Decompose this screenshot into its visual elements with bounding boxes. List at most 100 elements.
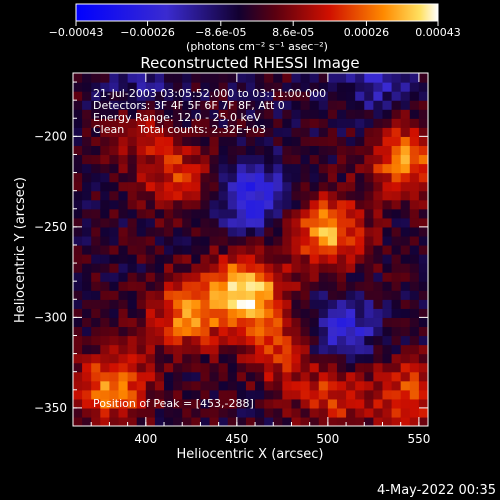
heatmap-cell	[209, 208, 220, 219]
heatmap-cell	[91, 398, 101, 409]
heatmap-cell	[318, 290, 329, 300]
heatmap-cell	[109, 281, 120, 291]
heatmap-cell	[118, 226, 129, 237]
heatmap-cell	[200, 109, 211, 119]
heatmap-cell	[136, 362, 147, 373]
heatmap-cell	[309, 317, 320, 328]
heatmap-cell	[355, 254, 365, 264]
heatmap-cell	[109, 154, 120, 165]
heatmap-cell	[327, 407, 338, 418]
heatmap-cell	[255, 371, 265, 382]
heatmap-cell	[309, 190, 320, 201]
heatmap-cell	[400, 199, 411, 210]
heatmap-cell	[291, 118, 302, 128]
heatmap-cell	[364, 290, 374, 300]
heatmap-cell	[282, 317, 293, 328]
heatmap-cell	[273, 208, 283, 219]
heatmap-cell	[336, 263, 347, 273]
heatmap-cell	[136, 82, 147, 92]
heatmap-cell	[118, 145, 129, 156]
heatmap-cell	[300, 290, 311, 300]
heatmap-cell	[336, 244, 347, 255]
heatmap-cell	[373, 181, 384, 192]
heatmap-cell	[382, 371, 393, 382]
y-tick-label: −200	[34, 129, 67, 143]
heatmap-cell	[173, 362, 183, 373]
heatmap-cell	[164, 217, 174, 228]
heatmap-cell	[318, 208, 329, 219]
heatmap-cell	[73, 353, 83, 364]
heatmap-cell	[227, 398, 238, 409]
heatmap-cell	[409, 154, 420, 165]
heatmap-cell	[355, 172, 365, 183]
heatmap-cell	[273, 272, 283, 282]
heatmap-cell	[182, 244, 192, 255]
heatmap-cell	[173, 109, 183, 119]
heatmap-cell	[373, 254, 384, 264]
heatmap-cell	[327, 118, 338, 128]
heatmap-cell	[109, 190, 120, 201]
heatmap-cell	[273, 416, 283, 426]
heatmap-cell	[355, 389, 365, 400]
heatmap-cell	[82, 217, 92, 228]
heatmap-cell	[109, 172, 120, 183]
heatmap-cell	[145, 281, 156, 291]
heatmap-cell	[264, 299, 274, 309]
heatmap-cell	[318, 389, 329, 400]
heatmap-cell	[273, 199, 283, 210]
heatmap-cell	[109, 389, 120, 400]
heatmap-cell	[200, 199, 211, 210]
heatmap-cell	[255, 244, 265, 255]
heatmap-cell	[127, 82, 138, 92]
heatmap-cell	[164, 199, 174, 210]
heatmap-cell	[373, 380, 384, 391]
heatmap-cell	[255, 326, 265, 337]
heatmap-cell	[136, 254, 147, 264]
heatmap-cell	[373, 407, 384, 418]
heatmap-cell	[382, 326, 393, 337]
heatmap-cell	[300, 308, 311, 318]
heatmap-cell	[191, 299, 202, 309]
heatmap-cell	[364, 154, 374, 165]
heatmap-cell	[364, 127, 374, 137]
heatmap-cell	[409, 118, 420, 128]
heatmap-cell	[245, 317, 256, 328]
heatmap-cell	[418, 299, 428, 309]
heatmap-cell	[273, 326, 283, 337]
heatmap-cell	[173, 308, 183, 318]
heatmap-cell	[400, 335, 411, 346]
heatmap-cell	[346, 73, 356, 83]
heatmap-cell	[73, 136, 83, 147]
heatmap-cell	[100, 416, 111, 426]
heatmap-cell	[318, 82, 329, 92]
heatmap-cell	[82, 172, 92, 183]
heatmap-cell	[327, 335, 338, 346]
heatmap-cell	[82, 208, 92, 219]
heatmap-cell	[136, 199, 147, 210]
heatmap-cell	[73, 281, 83, 291]
heatmap-cell	[109, 371, 120, 382]
heatmap-cell	[145, 326, 156, 337]
heatmap-cell	[300, 136, 311, 147]
heatmap-cell	[200, 82, 211, 92]
heatmap-cell	[91, 145, 101, 156]
heatmap-cell	[191, 281, 202, 291]
heatmap-cell	[318, 199, 329, 210]
heatmap-cell	[236, 154, 247, 165]
heatmap-cell	[291, 398, 302, 409]
heatmap-cell	[164, 100, 174, 110]
heatmap-cell	[355, 100, 365, 110]
heatmap-cell	[346, 272, 356, 282]
heatmap-cell	[364, 281, 374, 291]
heatmap-cell	[200, 136, 211, 147]
heatmap-cell	[255, 145, 265, 156]
heatmap-cell	[336, 317, 347, 328]
heatmap-cell	[82, 154, 92, 165]
heatmap-cell	[100, 254, 111, 264]
heatmap-cell	[245, 91, 256, 101]
heatmap-cell	[164, 181, 174, 192]
heatmap-cell	[327, 235, 338, 246]
heatmap-cell	[127, 254, 138, 264]
heatmap-cell	[218, 244, 229, 255]
heatmap-cell	[164, 73, 174, 83]
